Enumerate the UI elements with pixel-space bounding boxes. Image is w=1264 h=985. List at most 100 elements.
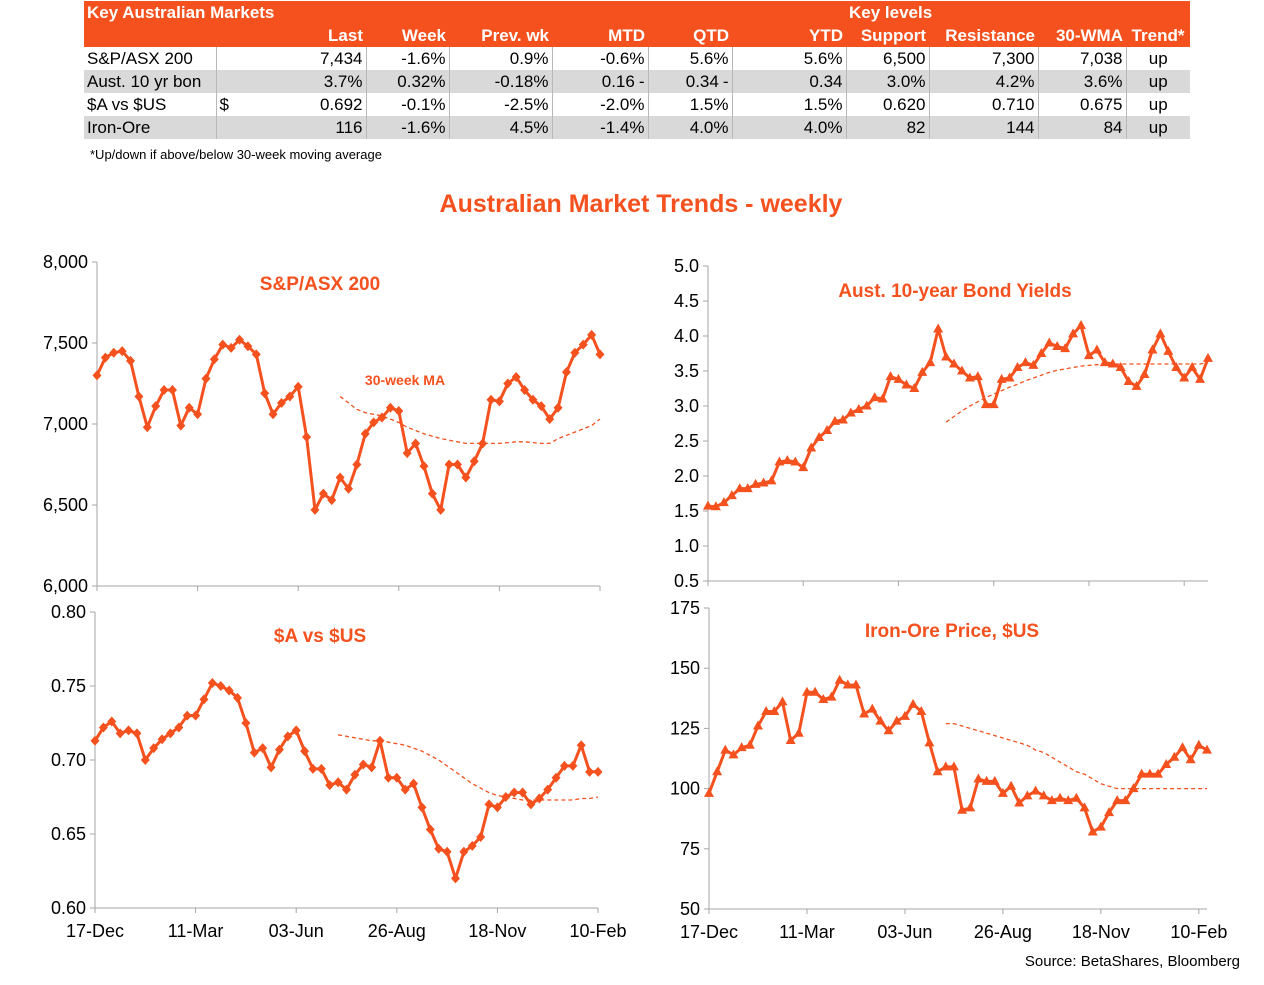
data-point: [837, 414, 848, 424]
cell-support: 6,500: [845, 47, 929, 70]
data-point: [883, 725, 894, 735]
cell-trend: up: [1125, 116, 1190, 139]
data-point: [1055, 792, 1066, 802]
data-point: [226, 342, 236, 353]
data-point: [335, 472, 345, 483]
x-tick-label: 03-Jun: [269, 921, 324, 941]
data-point: [117, 346, 127, 357]
y-tick-label: 2.5: [674, 431, 699, 451]
data-point: [1163, 345, 1174, 355]
y-tick-label: 125: [670, 718, 700, 738]
cell-last: $0.692: [215, 93, 366, 116]
data-point: [1006, 780, 1017, 790]
data-point: [1185, 754, 1196, 764]
data-point: [92, 370, 102, 381]
data-point: [891, 715, 902, 725]
y-tick-label: 0.65: [51, 824, 86, 844]
data-point: [503, 378, 513, 389]
data-point: [1187, 362, 1198, 371]
y-tick-label: 2.0: [674, 466, 699, 486]
data-point: [1014, 797, 1025, 807]
data-point: [933, 323, 944, 333]
iron-ore-chart: 50 75 100 125 150 175 17-Dec 11-Mar 03-Jun 26-Aug…: [670, 598, 1227, 942]
data-point: [534, 793, 544, 804]
data-point: [850, 679, 861, 689]
x-tick-label: 17-Dec: [680, 922, 738, 942]
data-point: [585, 766, 595, 777]
data-point: [875, 715, 886, 725]
data-point: [352, 459, 362, 470]
data-point: [157, 734, 167, 745]
data-point: [1155, 328, 1166, 338]
bond-yields-chart: 0.5 1.0 1.5 2.0 2.5 3.0 3.5 4.0 4.5 5.0 Aust. 10-y…: [674, 256, 1213, 591]
cell-week: -0.1%: [365, 93, 449, 116]
data-point: [518, 787, 528, 798]
y-tick-label: 0.80: [51, 602, 86, 622]
data-point: [834, 674, 845, 684]
data-point: [1095, 821, 1106, 831]
table-row: Aust. 10 yr bon 3.7% 0.32% -0.18% 0.16- …: [84, 70, 1190, 93]
y-tick-label: 7,000: [43, 414, 88, 434]
data-point: [258, 743, 268, 754]
data-point: [736, 742, 747, 752]
data-point: [300, 746, 310, 757]
y-tick-label: 0.5: [674, 571, 699, 591]
cell-qtd: 5.6%: [647, 47, 732, 70]
data-point: [526, 799, 536, 810]
data-point: [570, 347, 580, 358]
data-point: [316, 763, 326, 774]
data-point: [551, 772, 561, 783]
data-point: [829, 415, 840, 425]
data-point: [826, 691, 837, 701]
data-point: [956, 365, 967, 375]
y-tick-label: 8,000: [43, 252, 88, 272]
data-point: [492, 802, 502, 813]
data-point: [291, 725, 301, 736]
data-point: [925, 357, 936, 367]
data-point: [132, 728, 142, 739]
data-point: [266, 762, 276, 773]
data-point: [1044, 337, 1055, 347]
ma-label: 30-week MA: [365, 372, 445, 388]
data-point: [965, 802, 976, 812]
cell-resistance: 0.710: [928, 93, 1038, 116]
data-point: [997, 787, 1008, 797]
data-point: [568, 760, 578, 771]
cell-resistance: 4.2%: [928, 70, 1038, 93]
data-point: [402, 448, 412, 459]
data-point: [409, 778, 419, 789]
data-point: [818, 694, 829, 704]
cell-ytd: 1.5%: [731, 93, 846, 116]
cell-ytd: 0.34: [731, 70, 846, 93]
data-point: [107, 716, 117, 727]
data-point: [989, 775, 1000, 785]
data-point: [853, 404, 864, 413]
data-point: [1161, 759, 1172, 769]
data-point: [325, 780, 335, 791]
data-point: [869, 392, 880, 402]
key-levels-label: Key levels: [846, 1, 1190, 24]
data-point: [1087, 826, 1098, 836]
cell-support: 0.620: [845, 93, 929, 116]
data-point: [520, 384, 530, 395]
cell-qtd: 0.34-: [647, 70, 732, 93]
moving-average-line: [337, 734, 599, 801]
row-name: S&P/ASX 200: [87, 49, 193, 68]
data-point: [1177, 742, 1188, 752]
data-point: [744, 739, 755, 749]
data-point: [425, 824, 435, 835]
data-point: [476, 831, 486, 842]
data-point: [199, 694, 209, 705]
data-point: [822, 425, 833, 434]
data-point: [318, 488, 328, 499]
data-point: [469, 456, 479, 467]
cell-prev-wk: 0.9%: [448, 47, 552, 70]
data-point: [159, 384, 169, 395]
data-point: [1112, 795, 1123, 805]
data-point: [367, 762, 377, 773]
data-point: [268, 409, 278, 420]
data-point: [980, 399, 991, 409]
data-point: [543, 784, 553, 795]
data-point: [417, 802, 427, 813]
data-point: [167, 384, 177, 395]
